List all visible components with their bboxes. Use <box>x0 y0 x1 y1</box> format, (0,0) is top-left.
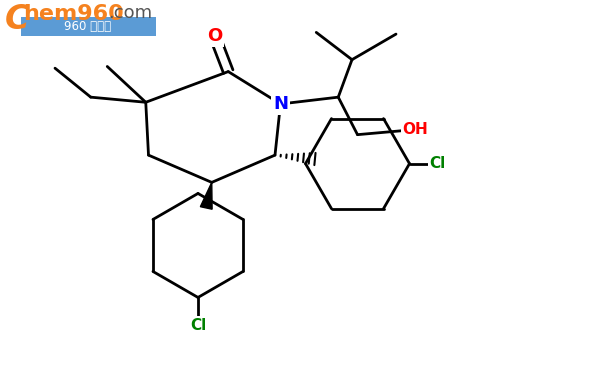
Text: O: O <box>207 27 222 45</box>
FancyBboxPatch shape <box>2 4 160 37</box>
Text: OH: OH <box>402 122 428 137</box>
Text: N: N <box>273 95 288 113</box>
Text: C: C <box>5 3 30 36</box>
Polygon shape <box>200 182 212 209</box>
Text: hem960: hem960 <box>23 4 124 24</box>
Text: Cl: Cl <box>430 156 446 171</box>
FancyBboxPatch shape <box>21 17 156 36</box>
Text: 960 化工网: 960 化工网 <box>65 20 111 33</box>
Text: Cl: Cl <box>190 318 206 333</box>
Text: .com: .com <box>108 4 152 22</box>
